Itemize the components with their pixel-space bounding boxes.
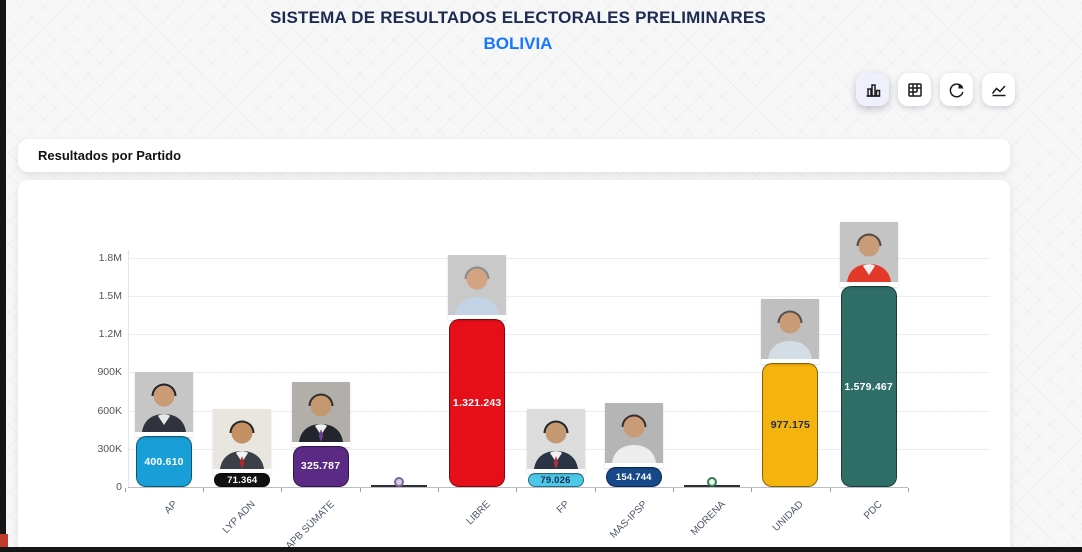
x-axis-tick bbox=[124, 488, 126, 492]
bar-APB SÚMATE[interactable]: 325.787 bbox=[292, 445, 349, 487]
page-header: SISTEMA DE RESULTADOS ELECTORALES PRELIM… bbox=[8, 8, 1028, 54]
area-chart-button[interactable] bbox=[982, 73, 1015, 106]
gridline bbox=[128, 334, 990, 336]
window-bottom-edge bbox=[0, 547, 1082, 552]
bar-value-label: 71.364 bbox=[227, 474, 258, 486]
party-logo-marker bbox=[707, 477, 718, 487]
x-axis-tick bbox=[359, 488, 361, 492]
candidate-photo bbox=[526, 409, 585, 474]
bar-UNIDAD[interactable]: 977.175 bbox=[762, 362, 819, 487]
bar-FP[interactable]: 79.026 bbox=[527, 473, 584, 487]
candidate-photo bbox=[135, 372, 193, 437]
bar-value-label: 400.610 bbox=[144, 455, 184, 468]
x-axis-label: UNIDAD bbox=[771, 499, 807, 534]
page-subtitle: BOLIVIA bbox=[483, 34, 553, 53]
candidate-photo bbox=[839, 222, 898, 287]
x-axis-label: AP bbox=[162, 499, 180, 517]
window-left-edge bbox=[0, 0, 6, 552]
y-axis-label: 300K bbox=[97, 442, 122, 455]
bar-chart-button[interactable] bbox=[856, 73, 889, 106]
gridline bbox=[128, 257, 990, 259]
pie-chart-icon bbox=[948, 81, 966, 99]
gridline bbox=[128, 372, 990, 374]
bar-LYP ADN[interactable]: 71.364 bbox=[214, 473, 271, 487]
window-edge-red-mark bbox=[0, 534, 8, 547]
bar-PDC[interactable]: 1.579.467 bbox=[840, 286, 897, 487]
pie-chart-button[interactable] bbox=[940, 73, 973, 106]
bar-value-label: 79.026 bbox=[540, 474, 571, 486]
table-icon bbox=[906, 81, 924, 99]
x-axis-label: PDC bbox=[861, 499, 885, 522]
chart-type-toolbar bbox=[856, 73, 1015, 106]
results-chart-card: 0 300K 600K 900K 1.2M 1.5M 1.8M 400.610 AP 71.364… bbox=[18, 180, 1010, 552]
x-axis-tick bbox=[594, 488, 596, 492]
x-axis-label: MORENA bbox=[689, 499, 728, 538]
candidate-photo bbox=[761, 298, 820, 364]
y-axis-line bbox=[128, 249, 129, 487]
x-axis-label: FP bbox=[554, 499, 572, 516]
bar-value-label: 977.175 bbox=[770, 418, 811, 431]
bar-chart-icon bbox=[864, 81, 882, 99]
candidate-photo bbox=[213, 409, 272, 474]
page-title: SISTEMA DE RESULTADOS ELECTORALES PRELIM… bbox=[270, 8, 766, 27]
x-axis-line bbox=[128, 487, 908, 488]
candidate-photo bbox=[604, 403, 663, 468]
bar-AP[interactable]: 400.610 bbox=[136, 436, 192, 487]
x-axis-label: MAS-IPSP bbox=[607, 499, 650, 541]
candidate-photo bbox=[291, 381, 350, 447]
x-axis-tick bbox=[203, 488, 205, 492]
y-axis-label: 1.5M bbox=[98, 290, 122, 303]
bar-value-label: 1.321.243 bbox=[452, 396, 502, 409]
x-axis-label: LYP ADN bbox=[221, 499, 259, 537]
bar-LIBRE[interactable]: 1.321.243 bbox=[449, 318, 506, 487]
x-axis-label: APB SÚMATE bbox=[283, 499, 337, 552]
bar-value-label: 154.744 bbox=[615, 471, 652, 483]
y-axis-label: 0 bbox=[116, 481, 122, 493]
candidate-photo bbox=[448, 254, 507, 320]
x-axis-tick bbox=[672, 488, 674, 492]
gridline bbox=[128, 296, 990, 298]
section-title: Resultados por Partido bbox=[38, 148, 182, 163]
y-axis-label: 1.8M bbox=[98, 251, 122, 264]
bar-value-label: 325.787 bbox=[300, 460, 341, 473]
area-chart-icon bbox=[990, 81, 1008, 99]
y-axis-label: 1.2M bbox=[98, 328, 122, 341]
x-axis-label: LIBRE bbox=[464, 499, 493, 528]
x-axis-tick bbox=[829, 488, 831, 492]
bar-MAS-IPSP[interactable]: 154.744 bbox=[605, 467, 662, 487]
x-axis-tick bbox=[438, 488, 440, 492]
x-axis-tick bbox=[516, 488, 518, 492]
section-header-card: Resultados por Partido bbox=[18, 139, 1010, 172]
table-view-button[interactable] bbox=[898, 73, 931, 106]
bar-chart: 0 300K 600K 900K 1.2M 1.5M 1.8M 400.610 AP 71.364… bbox=[18, 180, 1010, 552]
x-axis-tick bbox=[751, 488, 753, 492]
party-logo-marker bbox=[393, 477, 404, 487]
y-axis-label: 900K bbox=[97, 366, 122, 379]
x-axis-tick bbox=[281, 488, 283, 492]
bar-value-label: 1.579.467 bbox=[844, 380, 893, 393]
x-axis-tick bbox=[907, 488, 909, 492]
y-axis-label: 600K bbox=[97, 404, 122, 417]
